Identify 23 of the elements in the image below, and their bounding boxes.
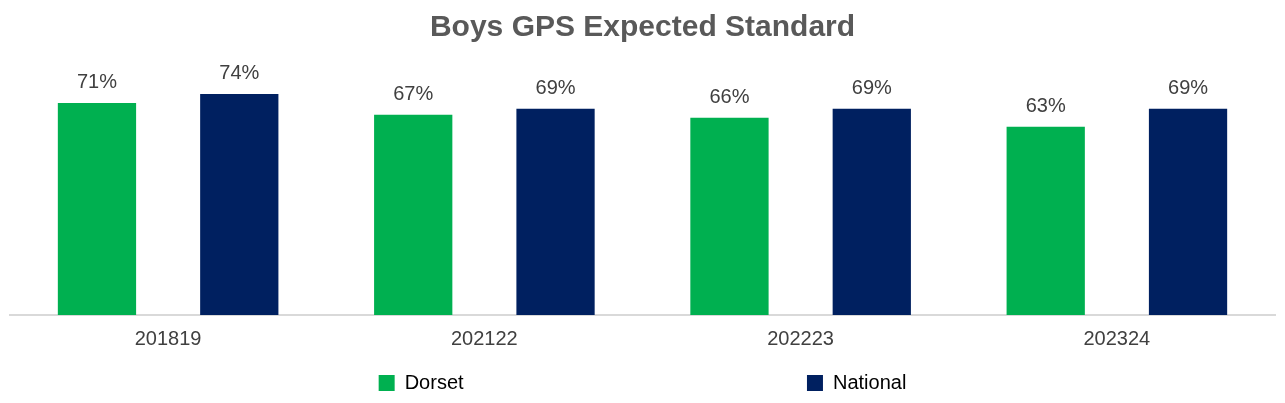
bar xyxy=(832,108,911,315)
x-tick-label: 202324 xyxy=(1083,326,1151,349)
data-label: 69% xyxy=(535,76,576,99)
bar xyxy=(1148,108,1228,315)
bar xyxy=(200,93,279,315)
data-label: 66% xyxy=(709,85,750,108)
x-tick-label: 202223 xyxy=(767,326,834,349)
bar xyxy=(57,102,137,315)
data-label: 67% xyxy=(393,82,434,105)
chart-title: Boys GPS Expected Standard xyxy=(429,9,856,43)
bar xyxy=(516,108,595,315)
x-tick-label: 201819 xyxy=(134,326,202,349)
data-label: 63% xyxy=(1025,94,1066,117)
bar xyxy=(374,114,453,315)
data-label: 69% xyxy=(851,76,893,99)
data-label: 69% xyxy=(1168,76,1209,99)
x-tick-label: 202122 xyxy=(451,326,518,349)
bar xyxy=(690,117,769,315)
data-label: 74% xyxy=(219,61,260,84)
legend-label: Dorset xyxy=(404,370,797,393)
bar xyxy=(1006,126,1085,315)
data-label: 71% xyxy=(76,70,118,93)
legend-label: National xyxy=(832,370,907,393)
